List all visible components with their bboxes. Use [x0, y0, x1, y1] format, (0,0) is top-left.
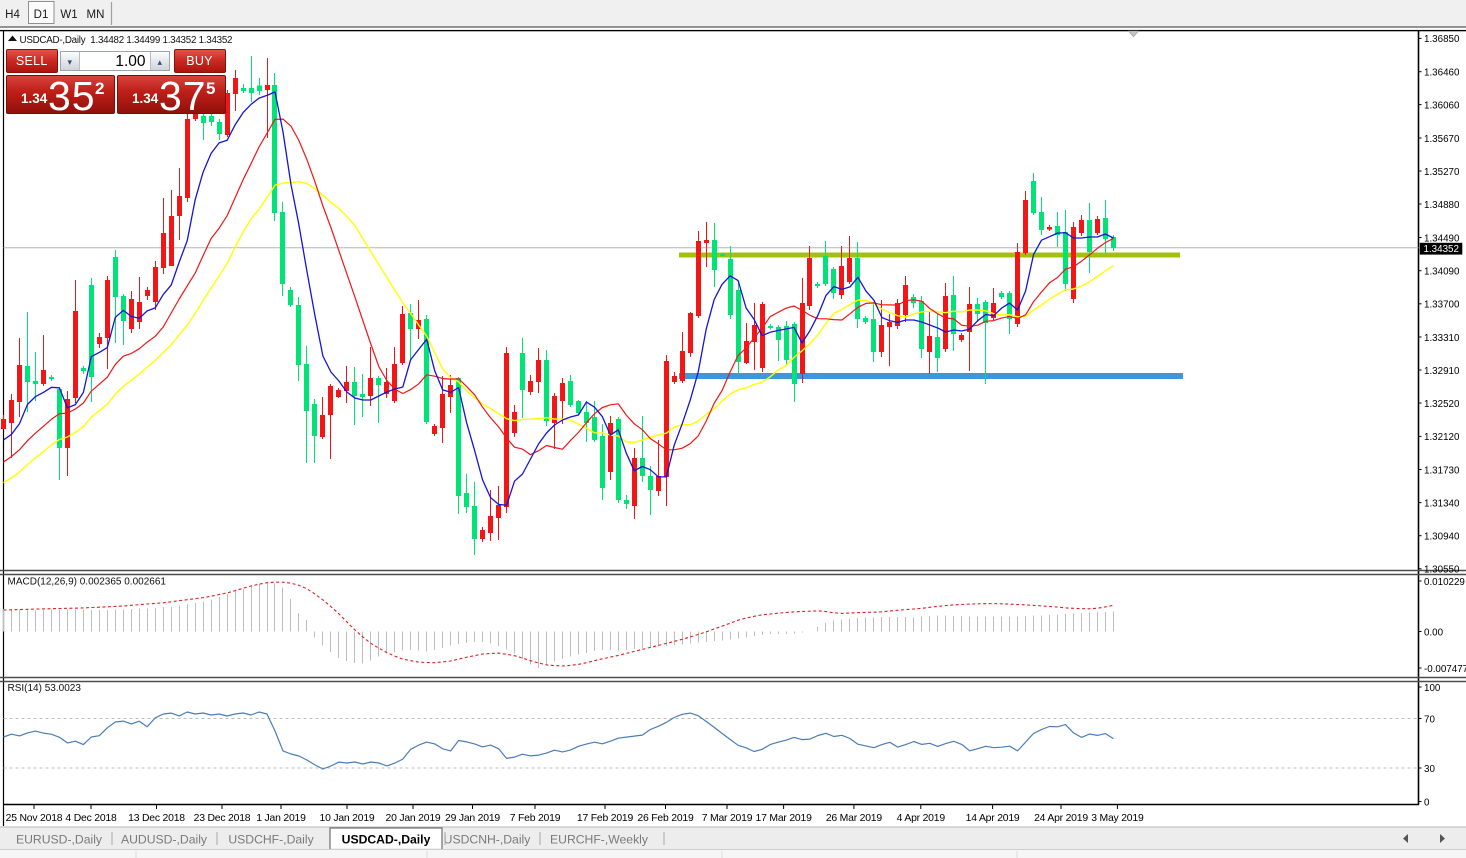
svg-text:W1: W1 [60, 9, 77, 21]
svg-text:23 Dec 2018: 23 Dec 2018 [194, 813, 251, 824]
svg-text:14 Apr 2019: 14 Apr 2019 [966, 813, 1020, 824]
svg-text:13 Dec 2018: 13 Dec 2018 [128, 813, 185, 824]
svg-text:USDCNH-,Daily: USDCNH-,Daily [444, 833, 532, 847]
svg-text:EURUSD-,Daily: EURUSD-,Daily [16, 833, 103, 847]
svg-text:17 Mar 2019: 17 Mar 2019 [756, 813, 813, 824]
svg-text:1.36460: 1.36460 [1424, 68, 1460, 79]
svg-text:1.34880: 1.34880 [1424, 200, 1460, 211]
svg-text:20 Jan 2019: 20 Jan 2019 [386, 813, 441, 824]
svg-text:4 Dec 2018: 4 Dec 2018 [65, 813, 117, 824]
svg-text:17 Feb 2019: 17 Feb 2019 [577, 813, 634, 824]
svg-text:30: 30 [1424, 764, 1435, 775]
svg-text:1.30940: 1.30940 [1424, 532, 1460, 543]
svg-text:MACD(12,26,9) 0.002365 0.00266: MACD(12,26,9) 0.002365 0.002661 [8, 577, 167, 588]
svg-text:MN: MN [87, 9, 105, 21]
svg-text:1 Jan 2019: 1 Jan 2019 [256, 813, 306, 824]
svg-text:EURCHF-,Weekly: EURCHF-,Weekly [550, 833, 649, 847]
svg-text:26 Feb 2019: 26 Feb 2019 [637, 813, 694, 824]
svg-text:USDCHF-,Daily: USDCHF-,Daily [228, 833, 314, 847]
svg-text:100: 100 [1424, 683, 1441, 694]
svg-text:1.35270: 1.35270 [1424, 167, 1460, 178]
svg-text:26 Mar 2019: 26 Mar 2019 [826, 813, 883, 824]
svg-text:1.35670: 1.35670 [1424, 134, 1460, 145]
svg-text:RSI(14) 53.0023: RSI(14) 53.0023 [8, 683, 82, 694]
svg-text:1.34490: 1.34490 [1424, 233, 1460, 244]
svg-text:3 May 2019: 3 May 2019 [1091, 813, 1144, 824]
svg-text:7 Feb 2019: 7 Feb 2019 [510, 813, 561, 824]
svg-text:AUDUSD-,Daily: AUDUSD-,Daily [121, 833, 208, 847]
svg-text:7 Mar 2019: 7 Mar 2019 [702, 813, 753, 824]
svg-text:25 Nov 2018: 25 Nov 2018 [6, 813, 63, 824]
svg-text:1.32910: 1.32910 [1424, 366, 1460, 377]
svg-text:70: 70 [1424, 714, 1435, 725]
svg-text:1.36850: 1.36850 [1424, 34, 1460, 45]
svg-text:0.010229: 0.010229 [1424, 577, 1465, 588]
svg-text:1.36060: 1.36060 [1424, 100, 1460, 111]
svg-text:1.32120: 1.32120 [1424, 432, 1460, 443]
svg-text:0: 0 [1424, 797, 1430, 808]
svg-text:D1: D1 [34, 9, 49, 21]
svg-text:4 Apr 2019: 4 Apr 2019 [897, 813, 946, 824]
svg-text:USDCAD-,Daily 1.34482 1.34499: USDCAD-,Daily 1.34482 1.34499 1.34352 1.… [20, 35, 233, 46]
svg-text:-0.007477: -0.007477 [1424, 664, 1466, 675]
svg-text:10 Jan 2019: 10 Jan 2019 [320, 813, 375, 824]
svg-text:USDCAD-,Daily: USDCAD-,Daily [342, 833, 431, 847]
svg-text:24 Apr 2019: 24 Apr 2019 [1034, 813, 1088, 824]
svg-text:1.33310: 1.33310 [1424, 333, 1460, 344]
svg-text:1.34352: 1.34352 [1424, 244, 1459, 255]
svg-text:1.34090: 1.34090 [1424, 267, 1460, 278]
svg-text:29 Jan 2019: 29 Jan 2019 [445, 813, 500, 824]
svg-text:1.31730: 1.31730 [1424, 465, 1460, 476]
svg-text:1.33700: 1.33700 [1424, 300, 1460, 311]
svg-text:0.00: 0.00 [1424, 627, 1444, 638]
svg-text:1.31340: 1.31340 [1424, 498, 1460, 509]
svg-text:1.30550: 1.30550 [1424, 565, 1460, 576]
svg-text:1.32520: 1.32520 [1424, 399, 1460, 410]
svg-text:H4: H4 [5, 9, 20, 21]
